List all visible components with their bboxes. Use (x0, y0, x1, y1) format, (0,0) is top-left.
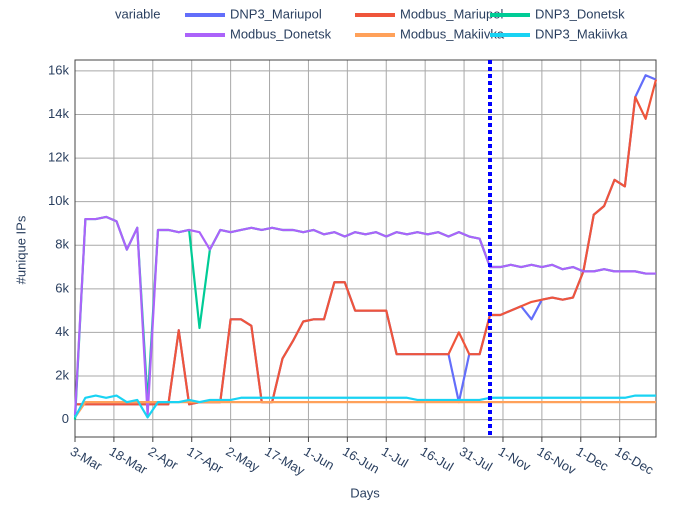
series-line (73, 215, 656, 417)
x-tick-label: 16-Nov (535, 444, 579, 478)
x-tick-label: 18-Mar (107, 444, 151, 478)
plot-border (74, 59, 657, 438)
y-axis-label: #unique IPs (13, 215, 28, 284)
x-tick-label: 16-Jul (418, 444, 456, 475)
x-tick-label: 2-May (223, 444, 262, 475)
x-tick-label: 1-Jul (379, 444, 411, 471)
x-tick-label: 31-Jul (457, 444, 495, 475)
x-tick-label: 1-Nov (496, 444, 534, 475)
x-tick-label: 16-Jun (340, 444, 382, 477)
y-tick-label: 0 (62, 411, 69, 426)
legend-label: Modbus_Donetsk (230, 26, 332, 41)
y-tick-label: 14k (48, 106, 69, 121)
legend-label: Modbus_Mariupol (400, 6, 503, 21)
x-axis-label: Days (350, 485, 380, 500)
y-tick-label: 4k (55, 324, 69, 339)
x-tick-label: 1-Jun (301, 444, 337, 473)
x-tick-label: 2-Apr (146, 444, 182, 473)
x-tick-label: 17-Apr (185, 444, 227, 477)
series-line (75, 79, 658, 406)
y-tick-label: 12k (48, 150, 69, 165)
legend-label: Modbus_Makiivka (400, 26, 505, 41)
x-tick-label: 3-Mar (68, 444, 105, 474)
series-line (73, 215, 656, 420)
legend-label: DNP3_Mariupol (230, 6, 322, 21)
x-tick-label: 17-May (262, 444, 307, 479)
x-tick-label: 1-Dec (574, 444, 612, 475)
legend-label: DNP3_Donetsk (535, 6, 625, 21)
y-tick-label: 6k (55, 280, 69, 295)
y-tick-label: 16k (48, 62, 69, 77)
legend-label: DNP3_Makiivka (535, 26, 628, 41)
series-line (74, 394, 656, 419)
series-line (75, 74, 657, 406)
legend-title: variable (115, 6, 161, 21)
y-tick-label: 10k (48, 193, 69, 208)
y-tick-label: 2k (55, 367, 69, 382)
y-tick-label: 8k (55, 237, 69, 252)
x-tick-label: 16-Dec (612, 444, 656, 478)
